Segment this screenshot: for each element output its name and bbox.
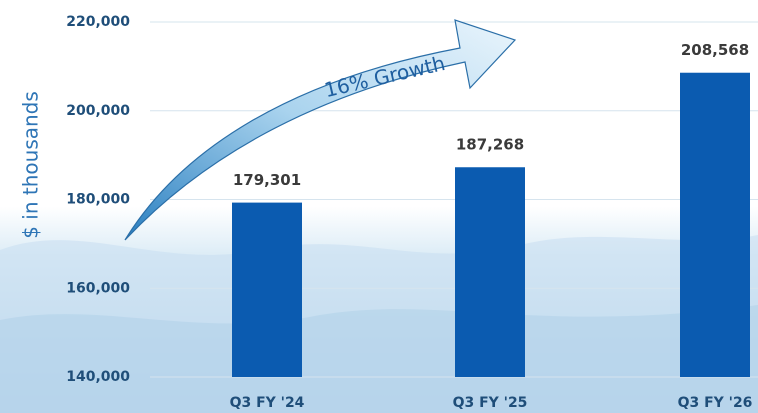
chart: 16% Growth $ in thousands 140,000160,000… [0,0,758,413]
value-label: 179,301 [233,171,301,189]
y-axis-label: $ in thousands [19,91,43,239]
y-tick-label: 200,000 [66,103,130,119]
x-tick-label: Q3 FY '25 [453,395,528,411]
page: {"chart_data": {"type": "bar", "y_axis_l… [0,0,758,413]
y-tick-label: 220,000 [66,14,130,30]
water-wave [0,305,758,413]
bar [455,167,525,377]
bar [680,73,750,377]
y-tick-label: 180,000 [66,192,130,208]
x-tick-label: Q3 FY '24 [230,395,305,411]
x-tick-label: Q3 FY '26 [678,395,753,411]
value-label: 187,268 [456,136,524,154]
y-tick-label: 160,000 [66,280,130,296]
bar [232,203,302,377]
value-label: 208,568 [681,41,749,59]
y-tick-label: 140,000 [66,369,130,385]
